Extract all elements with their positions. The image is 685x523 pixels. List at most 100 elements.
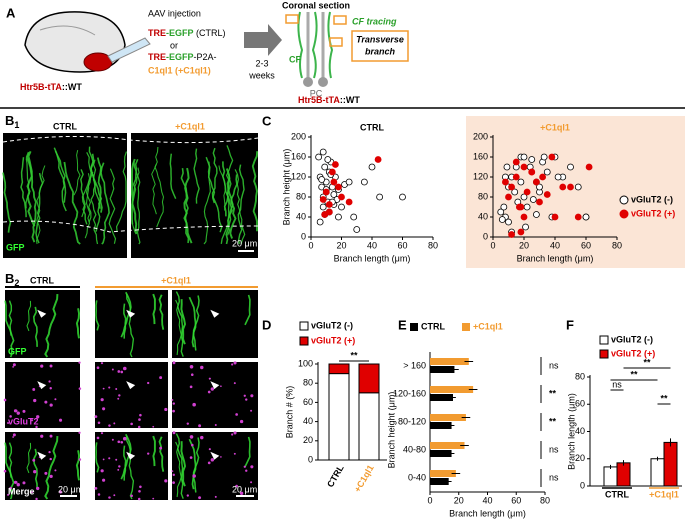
point — [522, 223, 529, 231]
puncta — [208, 377, 211, 380]
category-label: CTRL — [325, 463, 346, 489]
legend-swatch — [462, 323, 470, 331]
puncta — [210, 458, 215, 462]
fiber — [193, 148, 200, 204]
channel-label: Merge — [8, 486, 35, 496]
category-label: > 160 — [403, 360, 426, 370]
puncta — [250, 394, 254, 398]
legend-marker — [619, 195, 629, 205]
bar-segment — [328, 363, 350, 375]
section-label: Coronal section — [282, 0, 350, 10]
point — [335, 183, 342, 191]
legend-label: CTRL — [421, 321, 445, 331]
puncta — [147, 381, 150, 385]
bar — [430, 442, 465, 449]
fiber — [192, 437, 200, 493]
image-panel — [95, 432, 168, 500]
fiber — [126, 435, 135, 500]
puncta — [97, 493, 101, 496]
scale-label: 20 μm — [58, 484, 83, 494]
fiber — [192, 295, 200, 351]
fiber — [32, 448, 38, 489]
puncta — [100, 469, 104, 473]
panel-letter: B — [5, 271, 14, 286]
arrowhead — [126, 309, 136, 318]
panel-label: D — [262, 317, 271, 332]
puncta — [172, 481, 175, 484]
fiber — [8, 442, 13, 478]
fiber — [96, 157, 103, 213]
puncta — [36, 486, 40, 491]
condition-label: +C1ql1 — [175, 121, 205, 131]
image-panel — [172, 362, 258, 428]
duration: 2-3 — [255, 58, 268, 68]
pc-label: PC — [310, 88, 323, 98]
fiber — [251, 151, 259, 232]
panel-label: B2 — [5, 271, 19, 288]
micrographs — [3, 290, 258, 501]
fiber — [35, 165, 46, 245]
layer-boundary — [2, 220, 259, 233]
fiber — [244, 436, 251, 468]
y-tick-label: 0 — [301, 231, 306, 241]
fiber — [244, 294, 251, 326]
puncta — [96, 366, 100, 370]
construct: TRE-EGFP (CTRL) — [148, 28, 226, 38]
arrowhead — [210, 381, 220, 390]
fiber — [63, 161, 81, 245]
fiber — [180, 168, 190, 244]
promoter: TRE — [148, 28, 166, 38]
puncta — [198, 496, 202, 500]
puncta — [245, 469, 248, 472]
point — [503, 163, 511, 171]
y-tick-label: 40 — [303, 416, 313, 426]
fiber — [169, 153, 177, 199]
point — [520, 153, 528, 161]
point — [325, 201, 333, 208]
puncta — [122, 436, 127, 441]
puncta — [122, 366, 127, 371]
puncta — [111, 368, 114, 371]
puncta — [208, 448, 211, 451]
puncta — [36, 415, 40, 419]
channel-label: vGluT2 — [8, 416, 39, 426]
puncta — [190, 443, 194, 447]
puncta — [130, 422, 133, 426]
point — [316, 218, 324, 226]
x-tick-label: 20 — [519, 240, 529, 250]
y-tick-label: 80 — [575, 371, 585, 381]
puncta — [233, 452, 236, 455]
point — [330, 191, 338, 198]
puncta — [49, 387, 52, 390]
puncta — [250, 481, 253, 484]
significance-label: ns — [549, 472, 559, 482]
fiber — [44, 436, 59, 500]
y-axis-title: Branch height (μm) — [386, 392, 396, 469]
y-tick-label: 80 — [478, 191, 488, 201]
point — [523, 188, 531, 196]
condition-label: CTRL — [53, 121, 77, 131]
point — [574, 183, 582, 191]
puncta — [12, 436, 15, 438]
puncta — [44, 400, 48, 404]
puncta — [113, 494, 116, 497]
fiber — [108, 168, 117, 244]
bar — [650, 458, 665, 487]
puncta — [48, 380, 51, 383]
point — [331, 161, 339, 168]
puncta — [7, 422, 10, 424]
gene: Htr5B-tTA — [298, 95, 340, 105]
fiber — [123, 303, 127, 339]
puncta — [214, 495, 217, 498]
point — [318, 176, 326, 183]
mouse-line: Htr5B-tTA::WT — [20, 82, 82, 92]
image-panel — [95, 290, 168, 358]
puncta — [192, 402, 196, 407]
legend-swatch — [410, 323, 418, 331]
puncta — [48, 450, 51, 454]
legend-marker — [619, 209, 629, 219]
y-tick-label: 20 — [575, 453, 585, 463]
point — [567, 163, 574, 171]
puncta — [189, 385, 193, 389]
